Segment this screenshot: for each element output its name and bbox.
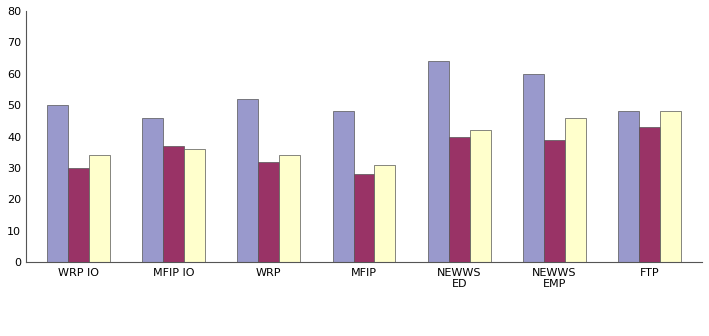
Bar xyxy=(142,118,163,262)
Bar xyxy=(449,136,469,262)
Bar xyxy=(640,127,660,262)
Bar xyxy=(469,130,491,262)
Bar xyxy=(238,99,258,262)
Bar xyxy=(333,112,354,262)
Bar xyxy=(258,162,279,262)
Bar xyxy=(618,112,640,262)
Bar xyxy=(428,61,449,262)
Bar xyxy=(565,118,586,262)
Bar xyxy=(279,155,300,262)
Bar xyxy=(374,165,396,262)
Bar xyxy=(544,140,565,262)
Bar xyxy=(68,168,89,262)
Bar xyxy=(47,105,68,262)
Bar xyxy=(89,155,110,262)
Bar xyxy=(184,149,205,262)
Bar xyxy=(660,112,681,262)
Bar xyxy=(354,174,374,262)
Bar xyxy=(163,146,184,262)
Bar xyxy=(523,74,544,262)
